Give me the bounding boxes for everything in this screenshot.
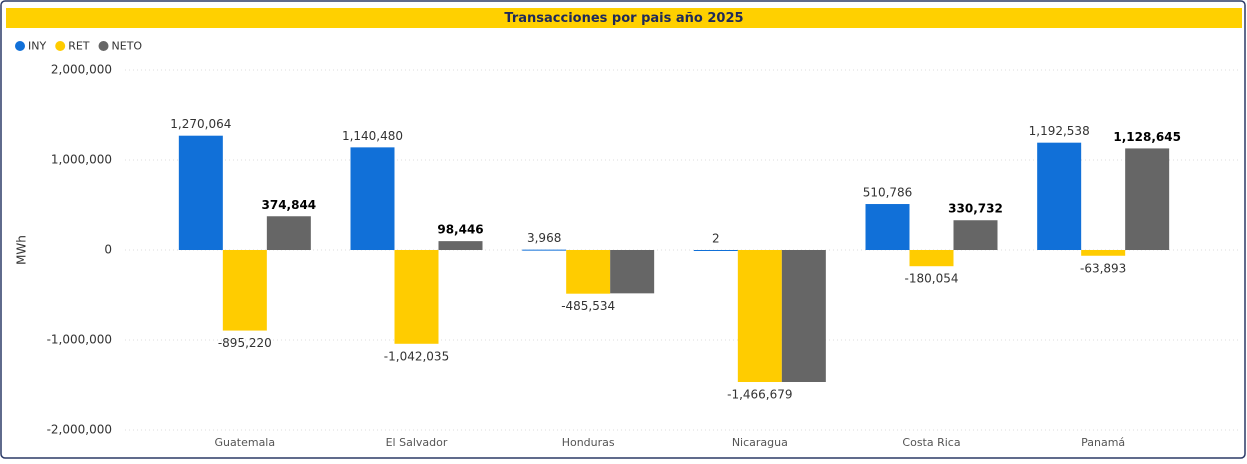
bar bbox=[266, 216, 311, 250]
legend-label: NETO bbox=[112, 40, 143, 53]
y-tick-label: 0 bbox=[104, 243, 112, 257]
bar bbox=[737, 250, 782, 383]
bar bbox=[1081, 250, 1126, 256]
title-bar bbox=[6, 8, 1242, 28]
data-label: -1,042,035 bbox=[384, 349, 449, 363]
data-label: 3,968 bbox=[527, 231, 561, 245]
bar bbox=[953, 220, 998, 250]
bar bbox=[178, 135, 223, 250]
data-label: -63,893 bbox=[1080, 261, 1126, 275]
y-tick-label: 1,000,000 bbox=[51, 153, 112, 167]
y-tick-label: -2,000,000 bbox=[47, 423, 112, 437]
y-tick-label: 2,000,000 bbox=[51, 63, 112, 77]
data-label: -485,534 bbox=[561, 299, 615, 313]
data-label: 330,732 bbox=[948, 202, 1003, 216]
data-label: 1,140,480 bbox=[342, 129, 403, 143]
data-label: 98,446 bbox=[437, 223, 483, 237]
bar bbox=[610, 250, 655, 294]
bar bbox=[1037, 142, 1082, 250]
x-tick-label: Guatemala bbox=[215, 436, 276, 449]
bar bbox=[438, 241, 483, 250]
data-label: -1,466,679 bbox=[727, 388, 792, 402]
x-tick-label: Nicaragua bbox=[732, 436, 788, 449]
bar bbox=[566, 250, 611, 294]
data-label: 1,128,645 bbox=[1113, 130, 1181, 144]
data-label: 510,786 bbox=[863, 186, 913, 200]
bar bbox=[350, 147, 395, 250]
bar bbox=[394, 250, 439, 344]
data-label: 1,192,538 bbox=[1029, 124, 1090, 138]
bar bbox=[781, 250, 826, 383]
y-tick-label: -1,000,000 bbox=[47, 333, 112, 347]
bar bbox=[865, 204, 910, 250]
bar bbox=[693, 249, 738, 251]
x-tick-label: Costa Rica bbox=[902, 436, 960, 449]
data-label: 2 bbox=[712, 231, 720, 245]
data-label: 374,844 bbox=[262, 198, 317, 212]
data-label: -180,054 bbox=[905, 272, 959, 286]
x-tick-label: Panamá bbox=[1081, 436, 1125, 449]
legend-label: INY bbox=[28, 40, 46, 53]
legend-label: RET bbox=[68, 40, 90, 53]
data-label: 1,270,064 bbox=[170, 117, 231, 131]
x-tick-label: El Salvador bbox=[386, 436, 448, 449]
chart-title: Transacciones por pais año 2025 bbox=[504, 11, 743, 26]
data-label: -895,220 bbox=[218, 336, 272, 350]
x-tick-label: Honduras bbox=[562, 436, 615, 449]
y-axis-label: MWh bbox=[15, 235, 29, 265]
bar bbox=[1125, 148, 1170, 250]
bar bbox=[222, 250, 267, 331]
bar bbox=[909, 250, 954, 267]
bar bbox=[522, 249, 567, 251]
legend-swatch bbox=[98, 41, 109, 51]
legend-swatch bbox=[55, 41, 66, 51]
legend-swatch bbox=[15, 41, 25, 51]
